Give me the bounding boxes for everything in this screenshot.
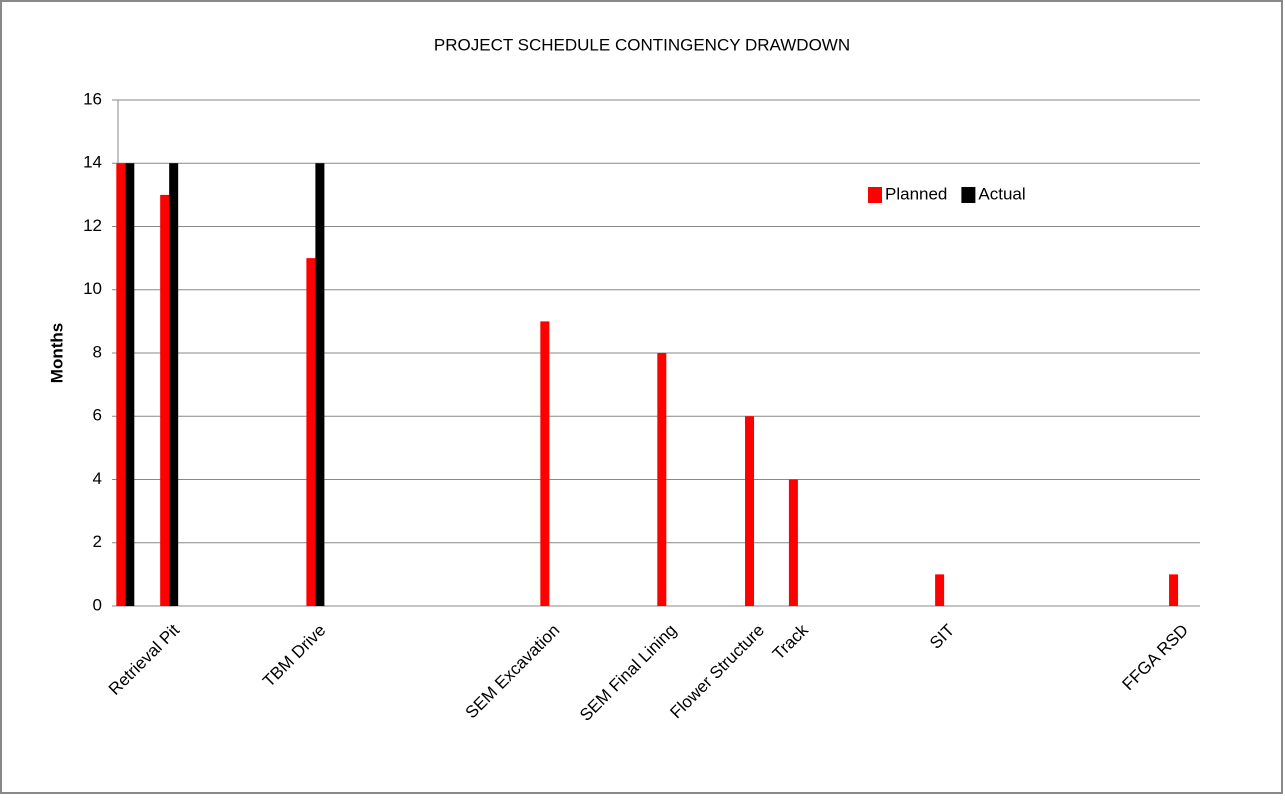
bar [160,194,170,606]
y-tick-label: 14 [83,153,102,172]
y-tick-label: 10 [83,279,102,298]
y-axis-label: Months [47,323,66,383]
bar [169,163,179,606]
legend-swatch [868,187,882,203]
y-tick-label: 12 [83,216,102,235]
bar [540,321,550,606]
chart-title: PROJECT SCHEDULE CONTINGENCY DRAWDOWN [434,35,850,54]
bar [1169,574,1179,606]
bar [935,574,945,606]
legend-label: Actual [978,184,1025,203]
y-tick-label: 2 [93,532,102,551]
y-tick-label: 4 [93,469,102,488]
legend-label: Planned [885,184,947,203]
bar [315,163,325,606]
bar [306,258,316,606]
bar [125,163,135,606]
bar [788,479,798,606]
legend-swatch [961,187,976,203]
y-tick-label: 16 [83,89,102,108]
y-tick-label: 0 [93,595,102,614]
bar [745,416,755,606]
bar [657,353,667,606]
bar [116,163,126,606]
y-tick-label: 6 [93,406,102,425]
y-tick-label: 8 [93,342,102,361]
